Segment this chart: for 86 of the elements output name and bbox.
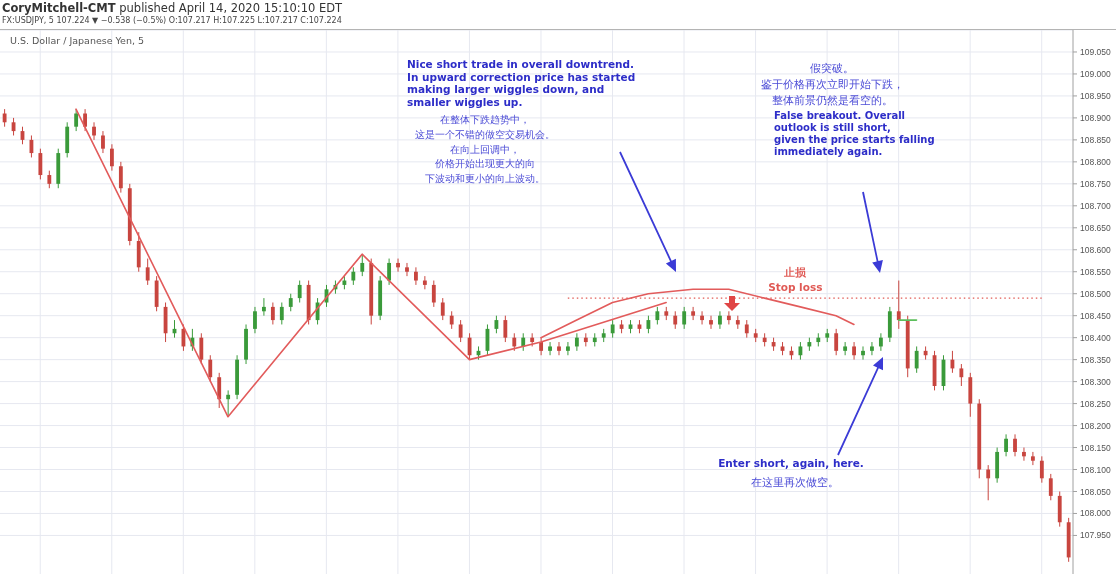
candlestick [959,363,964,387]
candlestick [691,306,696,321]
candlestick [709,315,713,330]
candlestick [914,345,919,374]
candlestick [986,464,991,501]
line-series [75,108,667,418]
y-tick-label: 108.250 [1080,398,1111,409]
annotation: Nice short trade in overall downtrend. In upward correction price has started making larger wiggles down, and smaller wiggles up. [407,58,636,109]
candlestick [834,328,839,356]
candlestick [405,262,409,277]
text: CoryMitchell-CMT published April 14, 2020 15:10:10 EDT [2,1,343,15]
candlestick [700,310,704,325]
annotation: 在这里再次做空。 [750,476,840,490]
y-tick-label: 108.500 [1080,288,1111,299]
y-tick-label: 108.750 [1080,178,1111,189]
candlestick [270,302,275,325]
candlestick [1048,473,1053,501]
y-tick-label: 108.950 [1080,90,1111,101]
y-tick-label: 108.900 [1080,112,1111,123]
candlestick [279,302,284,325]
candlestick [1013,433,1017,457]
candlestick [387,258,392,286]
candlestick [109,143,114,172]
annotation: Enter short, again, here. [717,457,865,471]
candlestick [440,297,445,321]
candlestick [431,280,436,308]
candlestick [360,253,365,277]
candlestick [83,108,87,132]
y-tick-label: 109.000 [1080,68,1111,79]
candlestick [297,280,302,303]
y-tick-label: 108.550 [1080,266,1111,277]
candlestick [208,354,213,383]
y-tick-label: 108.850 [1080,134,1111,145]
candlestick [503,315,508,343]
candlestick [414,266,418,286]
y-tick-label: 108.650 [1080,222,1111,233]
y-tick-label: 108.700 [1080,200,1111,211]
y-tick-label: 108.050 [1080,486,1111,497]
candlestick [1004,433,1008,457]
y-tick-label: 108.100 [1080,464,1111,475]
candlestick [718,310,722,330]
text: U.S. Dollar / Japanese Yen, 5 [10,35,145,46]
y-tick-label: 108.000 [1080,508,1111,519]
chart-subtitle: FX:USDJPY, 5 107.224 ▼ −0.538 (−0.5%) O:107.217 H:107.225 L:107.217 C:107.224 [2,16,342,25]
candlestick [92,121,96,141]
candlestick [458,319,463,343]
candlestick [861,345,865,361]
candlestick [422,275,427,290]
annotation: False breakout. Overall outlook is still short, given the price starts falling immediately again. [774,110,935,158]
candlestick [566,341,570,356]
y-tick-label: 108.400 [1080,332,1111,343]
candlestick [557,341,561,356]
candlestick [118,161,123,194]
ref-line-label: 止损 Stop loss [768,266,823,294]
y-tick-label: 108.150 [1080,442,1111,453]
y-tick-label: 109.050 [1080,46,1111,57]
candlestick [548,341,552,356]
y-tick-label: 108.300 [1080,376,1111,387]
candlestick [574,332,579,352]
candlestick [870,341,874,356]
y-tick-label: 108.350 [1080,354,1111,365]
candlestick [852,341,856,361]
candlestick [226,389,231,418]
candlestick [396,258,400,273]
annotation: 假突破。鉴于价格再次立即开始下跌，整体前景仍然是看空的。 [760,62,904,106]
candlestick [101,130,105,154]
candlestick [878,332,883,352]
y-tick-label: 108.450 [1080,310,1111,321]
y-tick-label: 108.200 [1080,420,1111,431]
candlestick [217,372,222,409]
candlestick [896,280,901,330]
candlestick [1030,451,1035,466]
candlestick [38,148,43,180]
y-tick-label: 107.950 [1080,530,1111,541]
candlestick [726,310,731,325]
y-tick-label: 108.800 [1080,156,1111,167]
candlestick [843,341,848,356]
candlestick [1022,447,1026,462]
y-tick-label: 108.600 [1080,244,1111,255]
candlestick [74,108,79,132]
candlestick [253,306,257,334]
candlestick [682,306,687,330]
candlestick [1039,455,1044,484]
annotation: 在整体下跌趋势中，这是一个不错的做空交易机会。在向上回调中，价格开始出现更大的向下波动和更小的向上波动。 [415,114,555,185]
candlestick [145,258,150,286]
candlestick [262,297,266,317]
